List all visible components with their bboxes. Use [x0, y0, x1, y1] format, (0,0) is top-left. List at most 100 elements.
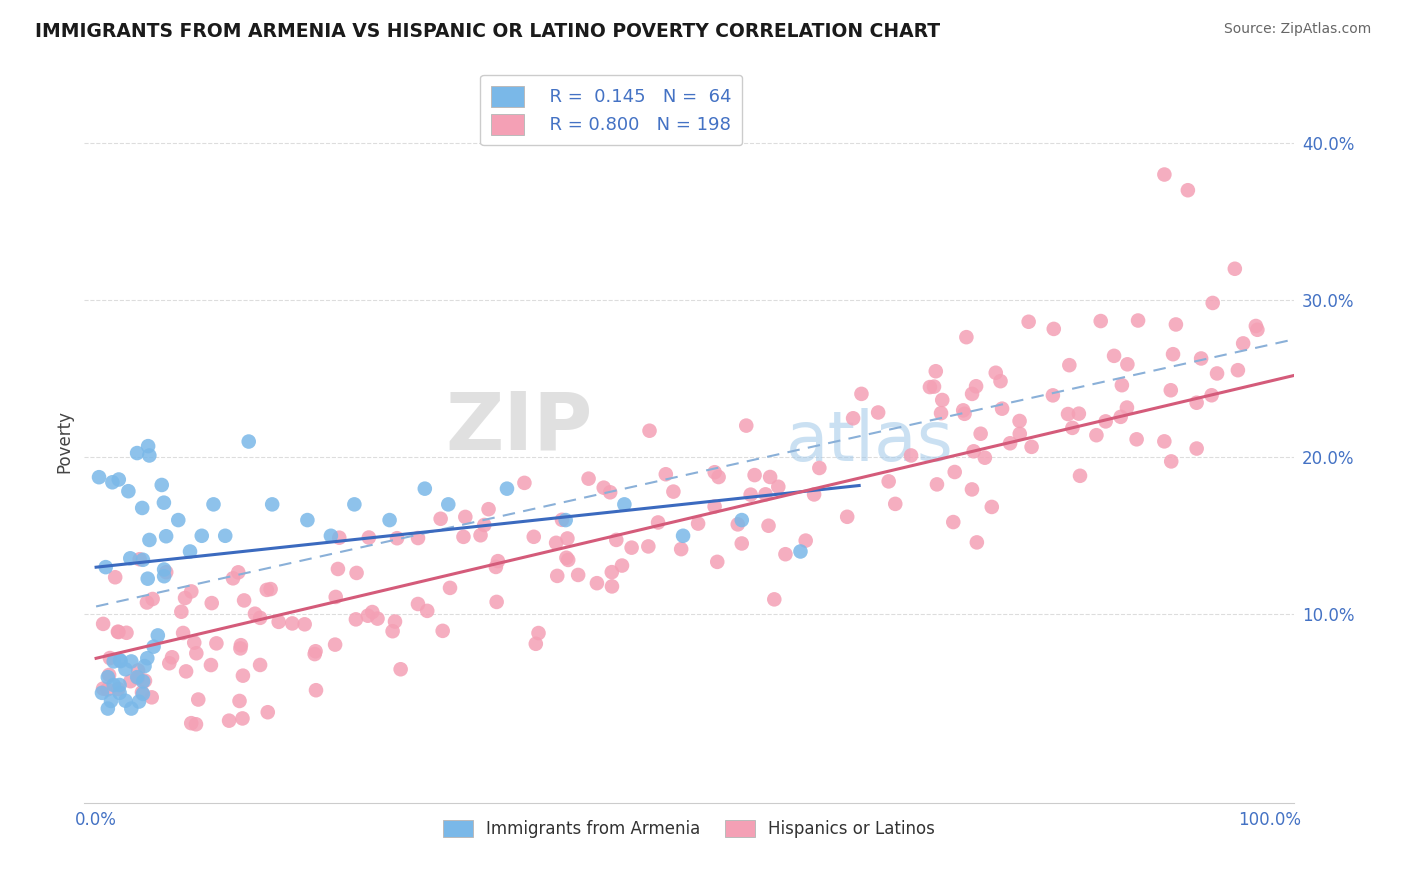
- Point: [184, 717, 207, 731]
- Point: [439, 581, 461, 595]
- Point: [868, 405, 890, 419]
- Text: atlas: atlas: [786, 408, 953, 475]
- Point: [592, 481, 614, 495]
- Point: [180, 716, 202, 731]
- Point: [226, 566, 249, 580]
- Point: [759, 470, 782, 484]
- Point: [1018, 315, 1040, 329]
- Point: [103, 655, 125, 669]
- Point: [361, 605, 384, 619]
- Point: [142, 592, 165, 607]
- Point: [731, 513, 754, 527]
- Point: [138, 533, 160, 547]
- Point: [136, 572, 159, 586]
- Point: [485, 595, 508, 609]
- Point: [953, 407, 976, 421]
- Point: [91, 616, 114, 631]
- Point: [931, 392, 953, 407]
- Point: [554, 513, 576, 527]
- Point: [357, 608, 380, 623]
- Point: [142, 640, 165, 654]
- Point: [1111, 378, 1133, 392]
- Point: [900, 449, 922, 463]
- Point: [150, 478, 173, 492]
- Point: [477, 502, 499, 516]
- Point: [256, 582, 278, 597]
- Point: [132, 674, 155, 689]
- Point: [1185, 395, 1208, 409]
- Point: [167, 513, 190, 527]
- Point: [942, 515, 965, 529]
- Point: [1232, 336, 1254, 351]
- Point: [794, 533, 817, 548]
- Y-axis label: Poverty: Poverty: [55, 410, 73, 473]
- Point: [1185, 442, 1208, 456]
- Point: [153, 496, 176, 510]
- Point: [1226, 363, 1249, 377]
- Point: [135, 595, 157, 609]
- Text: Source: ZipAtlas.com: Source: ZipAtlas.com: [1223, 22, 1371, 37]
- Point: [103, 678, 125, 692]
- Point: [256, 705, 278, 719]
- Point: [960, 387, 983, 401]
- Point: [120, 674, 142, 689]
- Point: [378, 513, 401, 527]
- Point: [385, 531, 408, 545]
- Point: [389, 662, 412, 676]
- Point: [328, 531, 350, 545]
- Point: [170, 605, 193, 619]
- Point: [775, 547, 797, 561]
- Point: [524, 637, 547, 651]
- Point: [104, 570, 127, 584]
- Point: [172, 626, 194, 640]
- Point: [128, 695, 150, 709]
- Point: [952, 403, 974, 417]
- Point: [1062, 421, 1084, 435]
- Point: [297, 513, 319, 527]
- Point: [744, 468, 766, 483]
- Point: [851, 387, 873, 401]
- Point: [1085, 428, 1108, 442]
- Point: [960, 483, 983, 497]
- Point: [132, 553, 155, 567]
- Point: [179, 544, 201, 558]
- Point: [432, 624, 454, 638]
- Point: [153, 569, 176, 583]
- Point: [470, 528, 492, 542]
- Point: [357, 531, 380, 545]
- Point: [963, 444, 986, 458]
- Point: [837, 509, 859, 524]
- Point: [107, 625, 129, 640]
- Point: [922, 379, 945, 393]
- Point: [187, 692, 209, 706]
- Point: [117, 484, 139, 499]
- Point: [205, 636, 228, 650]
- Point: [966, 535, 988, 549]
- Point: [281, 616, 304, 631]
- Point: [138, 449, 160, 463]
- Point: [100, 694, 122, 708]
- Point: [758, 518, 780, 533]
- Point: [323, 638, 346, 652]
- Point: [1042, 388, 1064, 402]
- Point: [202, 497, 225, 511]
- Point: [1189, 351, 1212, 366]
- Point: [1116, 357, 1139, 371]
- Point: [706, 555, 728, 569]
- Point: [98, 668, 121, 682]
- Point: [1177, 183, 1199, 197]
- Point: [496, 482, 519, 496]
- Point: [413, 482, 436, 496]
- Point: [120, 701, 142, 715]
- Point: [1116, 401, 1139, 415]
- Text: ZIP: ZIP: [444, 388, 592, 467]
- Point: [1206, 367, 1229, 381]
- Point: [107, 624, 129, 639]
- Point: [232, 668, 254, 682]
- Point: [1244, 318, 1267, 333]
- Point: [127, 670, 149, 684]
- Point: [1090, 314, 1112, 328]
- Point: [186, 646, 208, 660]
- Point: [97, 670, 120, 684]
- Point: [319, 529, 342, 543]
